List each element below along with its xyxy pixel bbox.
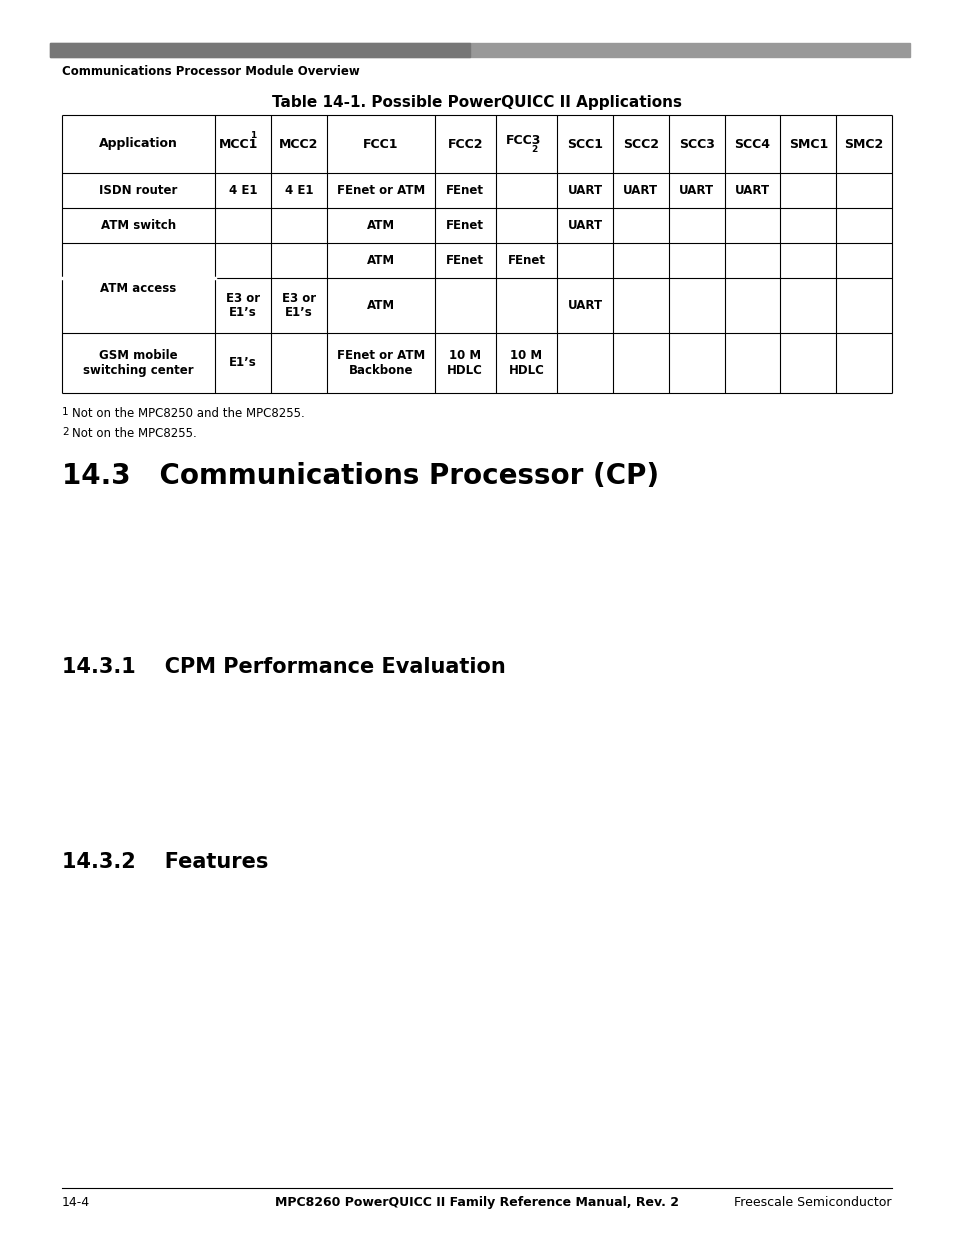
Text: FCC3: FCC3 (505, 135, 540, 147)
Text: E3 or
E1’s: E3 or E1’s (226, 291, 260, 320)
Text: FEnet: FEnet (507, 254, 545, 267)
Text: Application: Application (99, 137, 178, 151)
Text: ATM: ATM (366, 219, 395, 232)
Text: MPC8260 PowerQUICC II Family Reference Manual, Rev. 2: MPC8260 PowerQUICC II Family Reference M… (274, 1195, 679, 1209)
Text: UART: UART (679, 184, 714, 198)
Text: UART: UART (622, 184, 658, 198)
Text: 2: 2 (531, 144, 537, 153)
Text: Table 14-1. Possible PowerQUICC II Applications: Table 14-1. Possible PowerQUICC II Appli… (272, 95, 681, 110)
Text: 1: 1 (250, 131, 255, 140)
Text: 4 E1: 4 E1 (284, 184, 313, 198)
Text: SCC4: SCC4 (734, 137, 770, 151)
Text: UART: UART (734, 184, 769, 198)
Bar (50, 43, 909, 57)
Text: Freescale Semiconductor: Freescale Semiconductor (734, 1195, 891, 1209)
Text: 10 M
HDLC: 10 M HDLC (447, 350, 483, 377)
Text: SMC1: SMC1 (788, 137, 827, 151)
Text: 14.3.2    Features: 14.3.2 Features (62, 852, 268, 872)
Text: FEnet: FEnet (446, 254, 484, 267)
Text: 14-4: 14-4 (62, 1195, 90, 1209)
Bar (50, 43, 470, 57)
Text: 4 E1: 4 E1 (229, 184, 257, 198)
Text: ATM switch: ATM switch (101, 219, 176, 232)
Text: FEnet or ATM: FEnet or ATM (336, 184, 424, 198)
Text: Not on the MPC8250 and the MPC8255.: Not on the MPC8250 and the MPC8255. (71, 408, 304, 420)
Text: 14.3.1    CPM Performance Evaluation: 14.3.1 CPM Performance Evaluation (62, 657, 505, 677)
Text: Not on the MPC8255.: Not on the MPC8255. (71, 427, 196, 440)
Text: SMC2: SMC2 (843, 137, 882, 151)
Text: ATM: ATM (366, 254, 395, 267)
Text: UART: UART (567, 299, 602, 312)
Text: 10 M
HDLC: 10 M HDLC (508, 350, 544, 377)
Text: FCC2: FCC2 (447, 137, 482, 151)
Text: SCC1: SCC1 (566, 137, 602, 151)
Text: FEnet or ATM
Backbone: FEnet or ATM Backbone (336, 350, 424, 377)
Text: 14.3   Communications Processor (CP): 14.3 Communications Processor (CP) (62, 462, 659, 490)
Text: GSM mobile
switching center: GSM mobile switching center (83, 350, 193, 377)
Text: 2: 2 (62, 427, 69, 437)
Text: FEnet: FEnet (446, 184, 484, 198)
Text: UART: UART (567, 184, 602, 198)
Text: FCC1: FCC1 (362, 137, 398, 151)
Text: E3 or
E1’s: E3 or E1’s (281, 291, 315, 320)
Text: ATM access: ATM access (100, 282, 176, 294)
Text: SCC3: SCC3 (678, 137, 714, 151)
Text: UART: UART (567, 219, 602, 232)
Text: MCC2: MCC2 (279, 137, 318, 151)
Text: MCC1: MCC1 (219, 137, 258, 151)
Text: ATM: ATM (366, 299, 395, 312)
Text: E1’s: E1’s (229, 357, 256, 369)
Text: FEnet: FEnet (446, 219, 484, 232)
Text: SCC2: SCC2 (622, 137, 659, 151)
Text: Communications Processor Module Overview: Communications Processor Module Overview (62, 65, 359, 78)
Text: 1: 1 (62, 408, 69, 417)
Text: ISDN router: ISDN router (99, 184, 177, 198)
